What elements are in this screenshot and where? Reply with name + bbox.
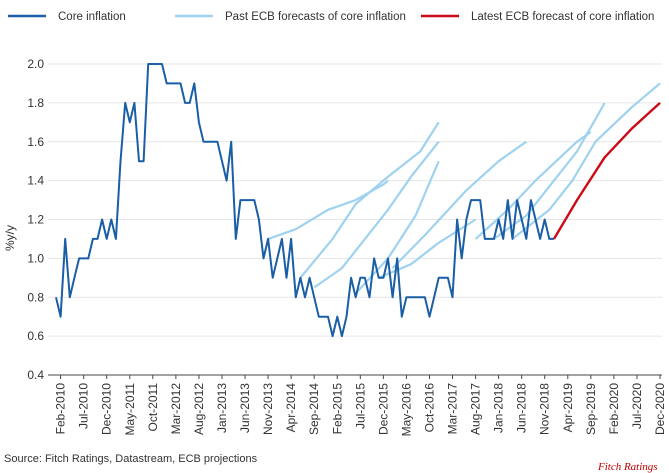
- past-forecast-line-8: [511, 82, 661, 240]
- past-forecast-line-6: [474, 131, 592, 240]
- x-tick-label-26: Dec-2020: [653, 383, 667, 435]
- latest-forecast-line: [552, 102, 661, 240]
- x-tick-label-10: Apr-2014: [284, 383, 298, 433]
- y-tick-label-1: 0.6: [27, 329, 44, 343]
- x-tick-label-25: Jul-2020: [630, 383, 644, 429]
- y-tick-label-6: 1.6: [27, 135, 44, 149]
- x-tick-label-18: Aug-2017: [469, 383, 483, 435]
- x-tick-label-20: Jun-2018: [515, 383, 529, 433]
- past-forecast-line-7: [493, 102, 606, 240]
- x-tick-label-16: Oct-2016: [422, 383, 436, 433]
- x-tick-label-19: Jan-2018: [492, 383, 506, 433]
- x-tick-label-0: Feb-2010: [54, 383, 68, 435]
- y-axis: 0.4 0.6 0.8 1.0 1.2 1.4 1.6 1.8 2.0: [27, 57, 44, 382]
- x-tick-label-24: Feb-2020: [607, 383, 621, 435]
- core-inflation-line: [55, 63, 554, 338]
- x-tick-label-8: Jun-2013: [238, 383, 252, 433]
- y-tick-label-5: 1.4: [27, 174, 44, 188]
- y-tick-label-0: 0.4: [27, 368, 44, 382]
- x-tick-label-11: Sep-2014: [307, 383, 321, 435]
- series-layer: [55, 63, 661, 338]
- x-tick-label-9: Nov-2013: [261, 383, 275, 435]
- y-tick-label-4: 1.2: [27, 213, 44, 227]
- y-tick-label-3: 1.0: [27, 251, 44, 265]
- x-tick-label-15: May-2016: [399, 383, 413, 437]
- legend: Core inflation Past ECB forecasts of core…: [8, 11, 654, 23]
- x-tick-label-14: Dec-2015: [376, 383, 390, 435]
- past-forecast-line-2: [313, 141, 440, 289]
- x-tick-label-23: Sep-2019: [584, 383, 598, 435]
- y-axis-label: %y/y: [3, 225, 17, 251]
- past-forecast-line-0: [267, 179, 389, 240]
- x-tick-label-12: Feb-2015: [330, 383, 344, 435]
- brand-watermark: Fitch Ratings: [598, 461, 658, 473]
- x-tick-label-1: Jul-2010: [77, 383, 91, 429]
- past-forecast-line-1: [299, 121, 440, 279]
- gridlines: [48, 63, 662, 376]
- x-tick-label-22: Apr-2019: [561, 383, 575, 433]
- x-tick-label-3: May-2011: [123, 383, 137, 436]
- source-note: Source: Fitch Ratings, Datastream, ECB p…: [4, 453, 258, 465]
- x-tick-label-4: Oct-2011: [146, 383, 160, 432]
- x-tick-label-5: Mar-2012: [169, 383, 183, 435]
- legend-label-2: Latest ECB forecast of core inflation: [471, 11, 654, 23]
- y-tick-label-8: 2.0: [27, 57, 44, 71]
- x-tick-label-21: Nov-2018: [538, 383, 552, 435]
- past-forecast-line-5: [391, 140, 527, 269]
- x-tick-label-13: Jul-2015: [353, 383, 367, 429]
- y-tick-label-7: 1.8: [27, 96, 44, 110]
- y-tick-label-2: 0.8: [27, 290, 44, 304]
- x-tick-label-6: Aug-2012: [192, 383, 206, 435]
- legend-label-1: Past ECB forecasts of core inflation: [225, 11, 406, 23]
- legend-label-0: Core inflation: [58, 11, 126, 23]
- x-tick-label-17: Mar-2017: [446, 383, 460, 435]
- x-tick-label-2: Dec-2010: [100, 383, 114, 435]
- x-tick-label-7: Jan-2013: [215, 383, 229, 433]
- x-axis: Feb-2010 Jul-2010 Dec-2010 May-2011 Oct-2011…: [48, 374, 667, 437]
